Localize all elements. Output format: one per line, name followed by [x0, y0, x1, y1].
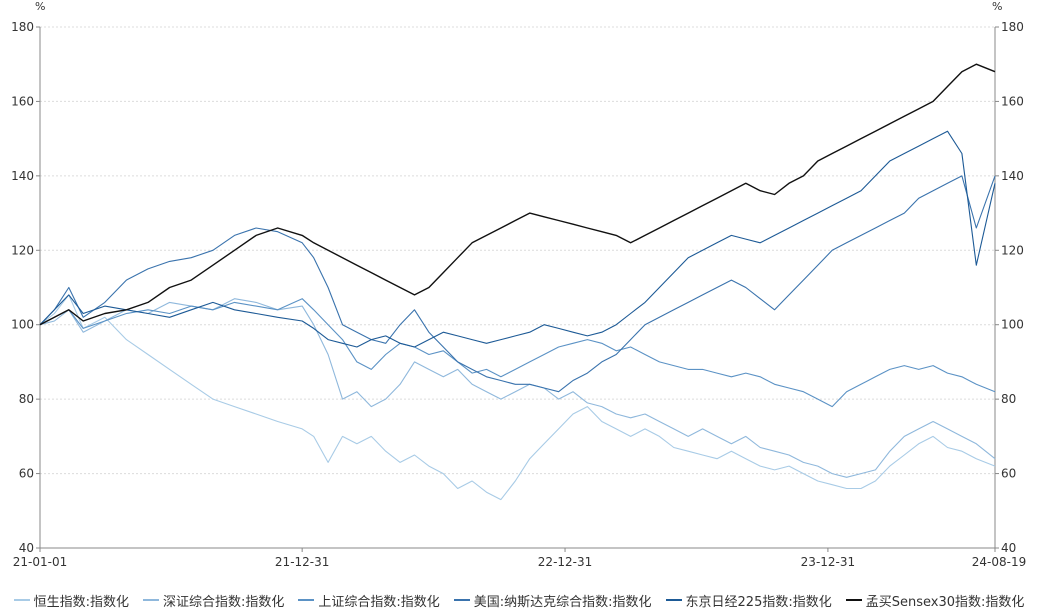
legend-swatch — [665, 599, 682, 601]
series-line-2 — [39, 298, 996, 478]
y-tick-label-left: 160 — [11, 94, 34, 108]
legend-label: 美国:纳斯达克综合指数:指数化 — [473, 594, 652, 610]
legend: 恒生指数:指数化 深证综合指数:指数化 上证综合指数:指数化 美国:纳斯达克综合指数:… — [0, 589, 1038, 611]
y-unit-right: % — [992, 0, 1002, 13]
legend-swatch — [845, 599, 862, 601]
y-unit-left: % — [35, 0, 45, 13]
series-line-5 — [39, 130, 996, 348]
x-ticks: 21-01-01 21-12-31 22-12-31 23-12-31 24-08-19 — [13, 548, 1026, 569]
y-tick-label-left: 60 — [19, 467, 34, 481]
series-line-4 — [39, 175, 996, 393]
series-lines — [39, 63, 996, 501]
legend-label: 上证综合指数:指数化 — [318, 594, 440, 610]
legend-item-6: 孟买Sensex30指数:指数化 — [845, 589, 1025, 611]
legend-label: 深证综合指数:指数化 — [162, 594, 285, 610]
series-line-1 — [39, 294, 996, 501]
y-tick-label-right: 40 — [1001, 541, 1016, 555]
legend-swatch — [13, 599, 30, 601]
legend-swatch — [298, 599, 315, 601]
x-tick-label: 21-12-31 — [275, 555, 329, 569]
x-tick-label: 21-01-01 — [13, 555, 67, 569]
line-chart: % % 40 60 80 100 120 140 160 180 40 60 80 100 120 14… — [11, 0, 1026, 569]
y-tick-label-right: 120 — [1001, 243, 1024, 257]
y-tick-label-right: 140 — [1001, 169, 1024, 183]
legend-label: 恒生指数:指数化 — [33, 594, 129, 610]
legend-label: 东京日经225指数:指数化 — [685, 594, 832, 610]
y-tick-label-right: 80 — [1001, 392, 1016, 406]
legend-label: 孟买Sensex30指数:指数化 — [865, 594, 1025, 610]
y-tick-label-right: 60 — [1001, 467, 1016, 481]
y-tick-label-left: 80 — [19, 392, 34, 406]
legend-item-1: 恒生指数:指数化 — [13, 589, 129, 611]
y-tick-label-right: 160 — [1001, 94, 1024, 108]
legend-item-4: 美国:纳斯达克综合指数:指数化 — [453, 589, 652, 611]
x-tick-label: 22-12-31 — [538, 555, 592, 569]
legend-swatch — [142, 599, 159, 601]
legend-item-2: 深证综合指数:指数化 — [142, 589, 285, 611]
y-tick-label-left: 120 — [11, 243, 34, 257]
y-tick-label-right: 100 — [1001, 318, 1024, 332]
legend-swatch — [453, 599, 470, 601]
y-tick-label-left: 100 — [11, 318, 34, 332]
y-ticks-left: 40 60 80 100 120 140 160 180 — [11, 20, 40, 555]
legend-item-5: 东京日经225指数:指数化 — [665, 589, 832, 611]
x-tick-label: 23-12-31 — [801, 555, 855, 569]
legend-item-3: 上证综合指数:指数化 — [298, 589, 440, 611]
y-tick-label-left: 40 — [19, 541, 34, 555]
y-tick-label-right: 180 — [1001, 20, 1024, 34]
y-ticks-right: 40 60 80 100 120 140 160 180 — [995, 20, 1024, 555]
series-line-3 — [39, 298, 996, 408]
gridlines — [40, 26, 995, 475]
series-line-6 — [39, 63, 996, 326]
y-tick-label-left: 140 — [11, 169, 34, 183]
x-tick-label: 24-08-19 — [972, 555, 1026, 569]
y-tick-label-left: 180 — [11, 20, 34, 34]
